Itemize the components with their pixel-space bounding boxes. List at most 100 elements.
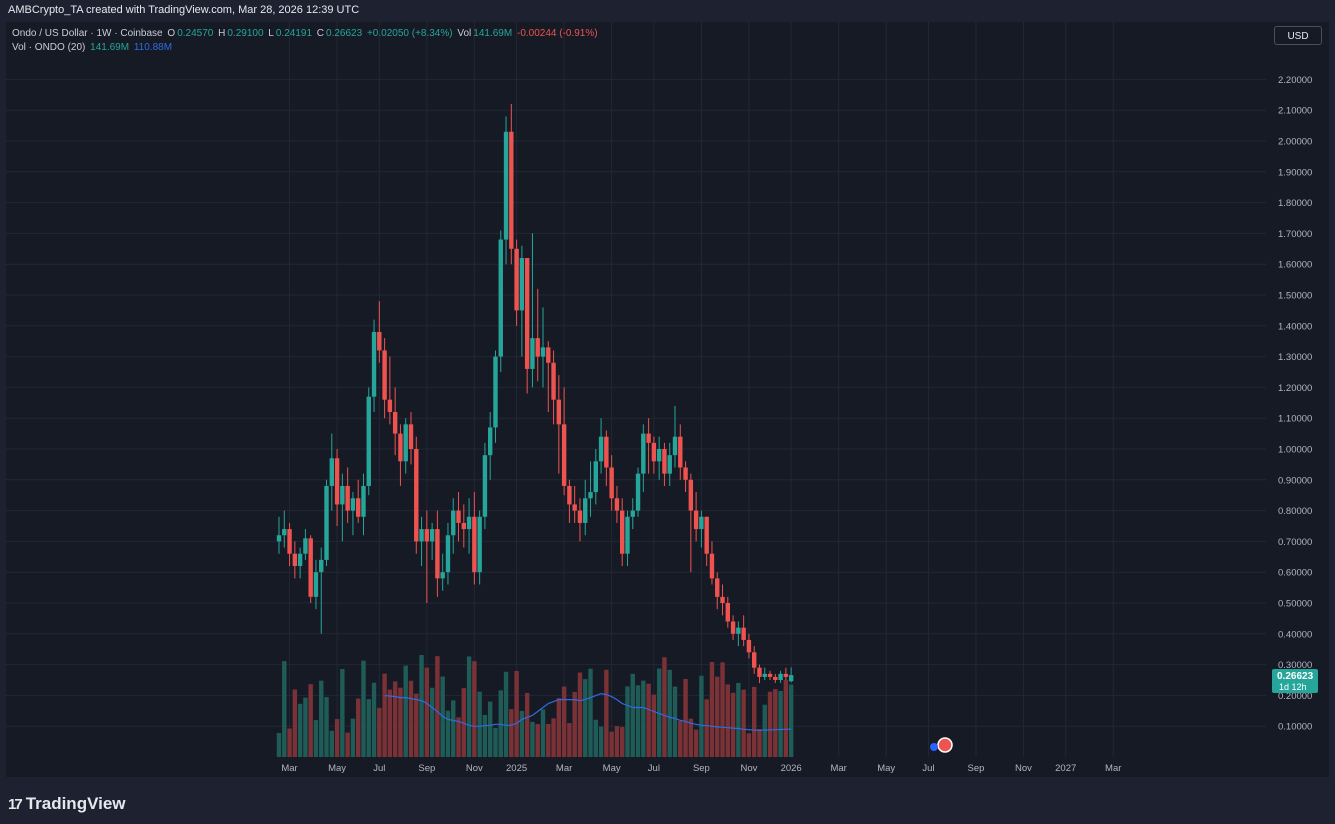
candle-body[interactable] [493,356,498,428]
dividend-icon[interactable] [930,743,938,751]
candle-body[interactable] [667,455,672,474]
candle-body[interactable] [382,350,387,400]
candle-body[interactable] [282,529,287,536]
candle-body[interactable] [329,458,334,486]
candle-body[interactable] [303,538,308,554]
candle-body[interactable] [561,424,567,486]
candle-body[interactable] [392,412,398,434]
candle-body[interactable] [757,667,762,677]
candle-body[interactable] [356,498,361,517]
candle-body[interactable] [540,347,546,357]
candle-body[interactable] [488,427,493,456]
candle-body[interactable] [709,553,715,579]
price-axis[interactable] [1266,22,1329,777]
candle-body[interactable] [656,449,662,462]
candle-body[interactable] [319,559,324,573]
candle-body[interactable] [551,362,556,400]
candle-body[interactable] [371,331,377,397]
candle-body[interactable] [366,396,371,486]
candle-body[interactable] [503,131,509,240]
candle-body[interactable] [651,442,657,462]
candle-body[interactable] [414,449,419,542]
candle-body[interactable] [588,492,593,499]
candle-body[interactable] [377,331,382,351]
candle-body[interactable] [456,510,461,523]
candle-body[interactable] [773,676,778,680]
candle-body[interactable] [672,436,678,456]
candle-body[interactable] [324,485,329,560]
candle-body[interactable] [509,131,514,249]
candle-body[interactable] [424,529,430,542]
candle-body[interactable] [546,347,551,363]
candle-body[interactable] [408,424,414,449]
candle-body[interactable] [730,621,736,634]
candle-body[interactable] [535,338,540,357]
chart-pane[interactable] [6,22,1266,777]
candle-body[interactable] [693,510,699,530]
candle-body[interactable] [440,572,445,579]
candle-body[interactable] [292,553,298,567]
candle-body[interactable] [472,516,477,573]
candle-body[interactable] [429,529,435,542]
candle-body[interactable] [683,467,688,480]
candle-body[interactable] [530,338,535,369]
candle-body[interactable] [387,399,393,413]
candle-body[interactable] [704,516,709,554]
candle-body[interactable] [556,399,562,425]
candle-body[interactable] [287,529,292,554]
candle-body[interactable] [398,433,403,462]
candle-body[interactable] [746,639,752,653]
candle-body[interactable] [641,433,646,474]
candle-body[interactable] [625,516,630,554]
candle-body[interactable] [276,535,282,542]
currency-button[interactable]: USD [1274,26,1322,45]
candle-body[interactable] [482,455,488,517]
candle-body[interactable] [313,572,319,597]
candle-body[interactable] [572,504,577,511]
candle-body[interactable] [715,578,720,597]
candle-body[interactable] [788,675,794,682]
candle-body[interactable] [593,461,598,493]
candle-body[interactable] [635,473,641,511]
candle-body[interactable] [514,248,519,311]
tradingview-logo[interactable]: 17 TradingView [8,794,126,814]
candle-body[interactable] [477,516,482,573]
candle-body[interactable] [767,673,773,677]
candle-body[interactable] [361,485,366,517]
candle-body[interactable] [598,436,604,462]
candle-body[interactable] [461,522,466,530]
candle-body[interactable] [662,449,667,474]
candle-body[interactable] [567,485,572,505]
candle-body[interactable] [762,673,767,677]
candle-body[interactable] [609,467,614,499]
candle-body[interactable] [519,258,525,311]
candle-body[interactable] [604,436,609,468]
candle-body[interactable] [736,627,741,634]
candle-body[interactable] [297,553,303,567]
candle-body[interactable] [524,258,530,369]
candle-body[interactable] [345,485,350,511]
event-flag-icon[interactable] [937,737,953,753]
candle-body[interactable] [583,498,588,523]
candle-body[interactable] [688,479,694,511]
candle-body[interactable] [334,458,340,505]
candle-body[interactable] [498,239,503,357]
symbol-title[interactable]: Ondo / US Dollar · 1W · Coinbase [12,28,163,39]
candle-body[interactable] [466,516,472,530]
candle-body[interactable] [741,627,746,640]
candle-body[interactable] [451,510,456,536]
candle-body[interactable] [350,498,356,511]
candle-body[interactable] [340,485,345,505]
candle-body[interactable] [577,510,583,523]
candle-body[interactable] [445,535,451,573]
candle-body[interactable] [308,538,313,597]
candle-body[interactable] [614,498,620,511]
candle-body[interactable] [699,516,704,530]
candle-body[interactable] [435,529,440,579]
candle-body[interactable] [419,529,424,542]
candle-body[interactable] [646,433,651,443]
candle-body[interactable] [783,673,789,677]
candle-body[interactable] [678,436,683,468]
candle-body[interactable] [725,603,730,622]
